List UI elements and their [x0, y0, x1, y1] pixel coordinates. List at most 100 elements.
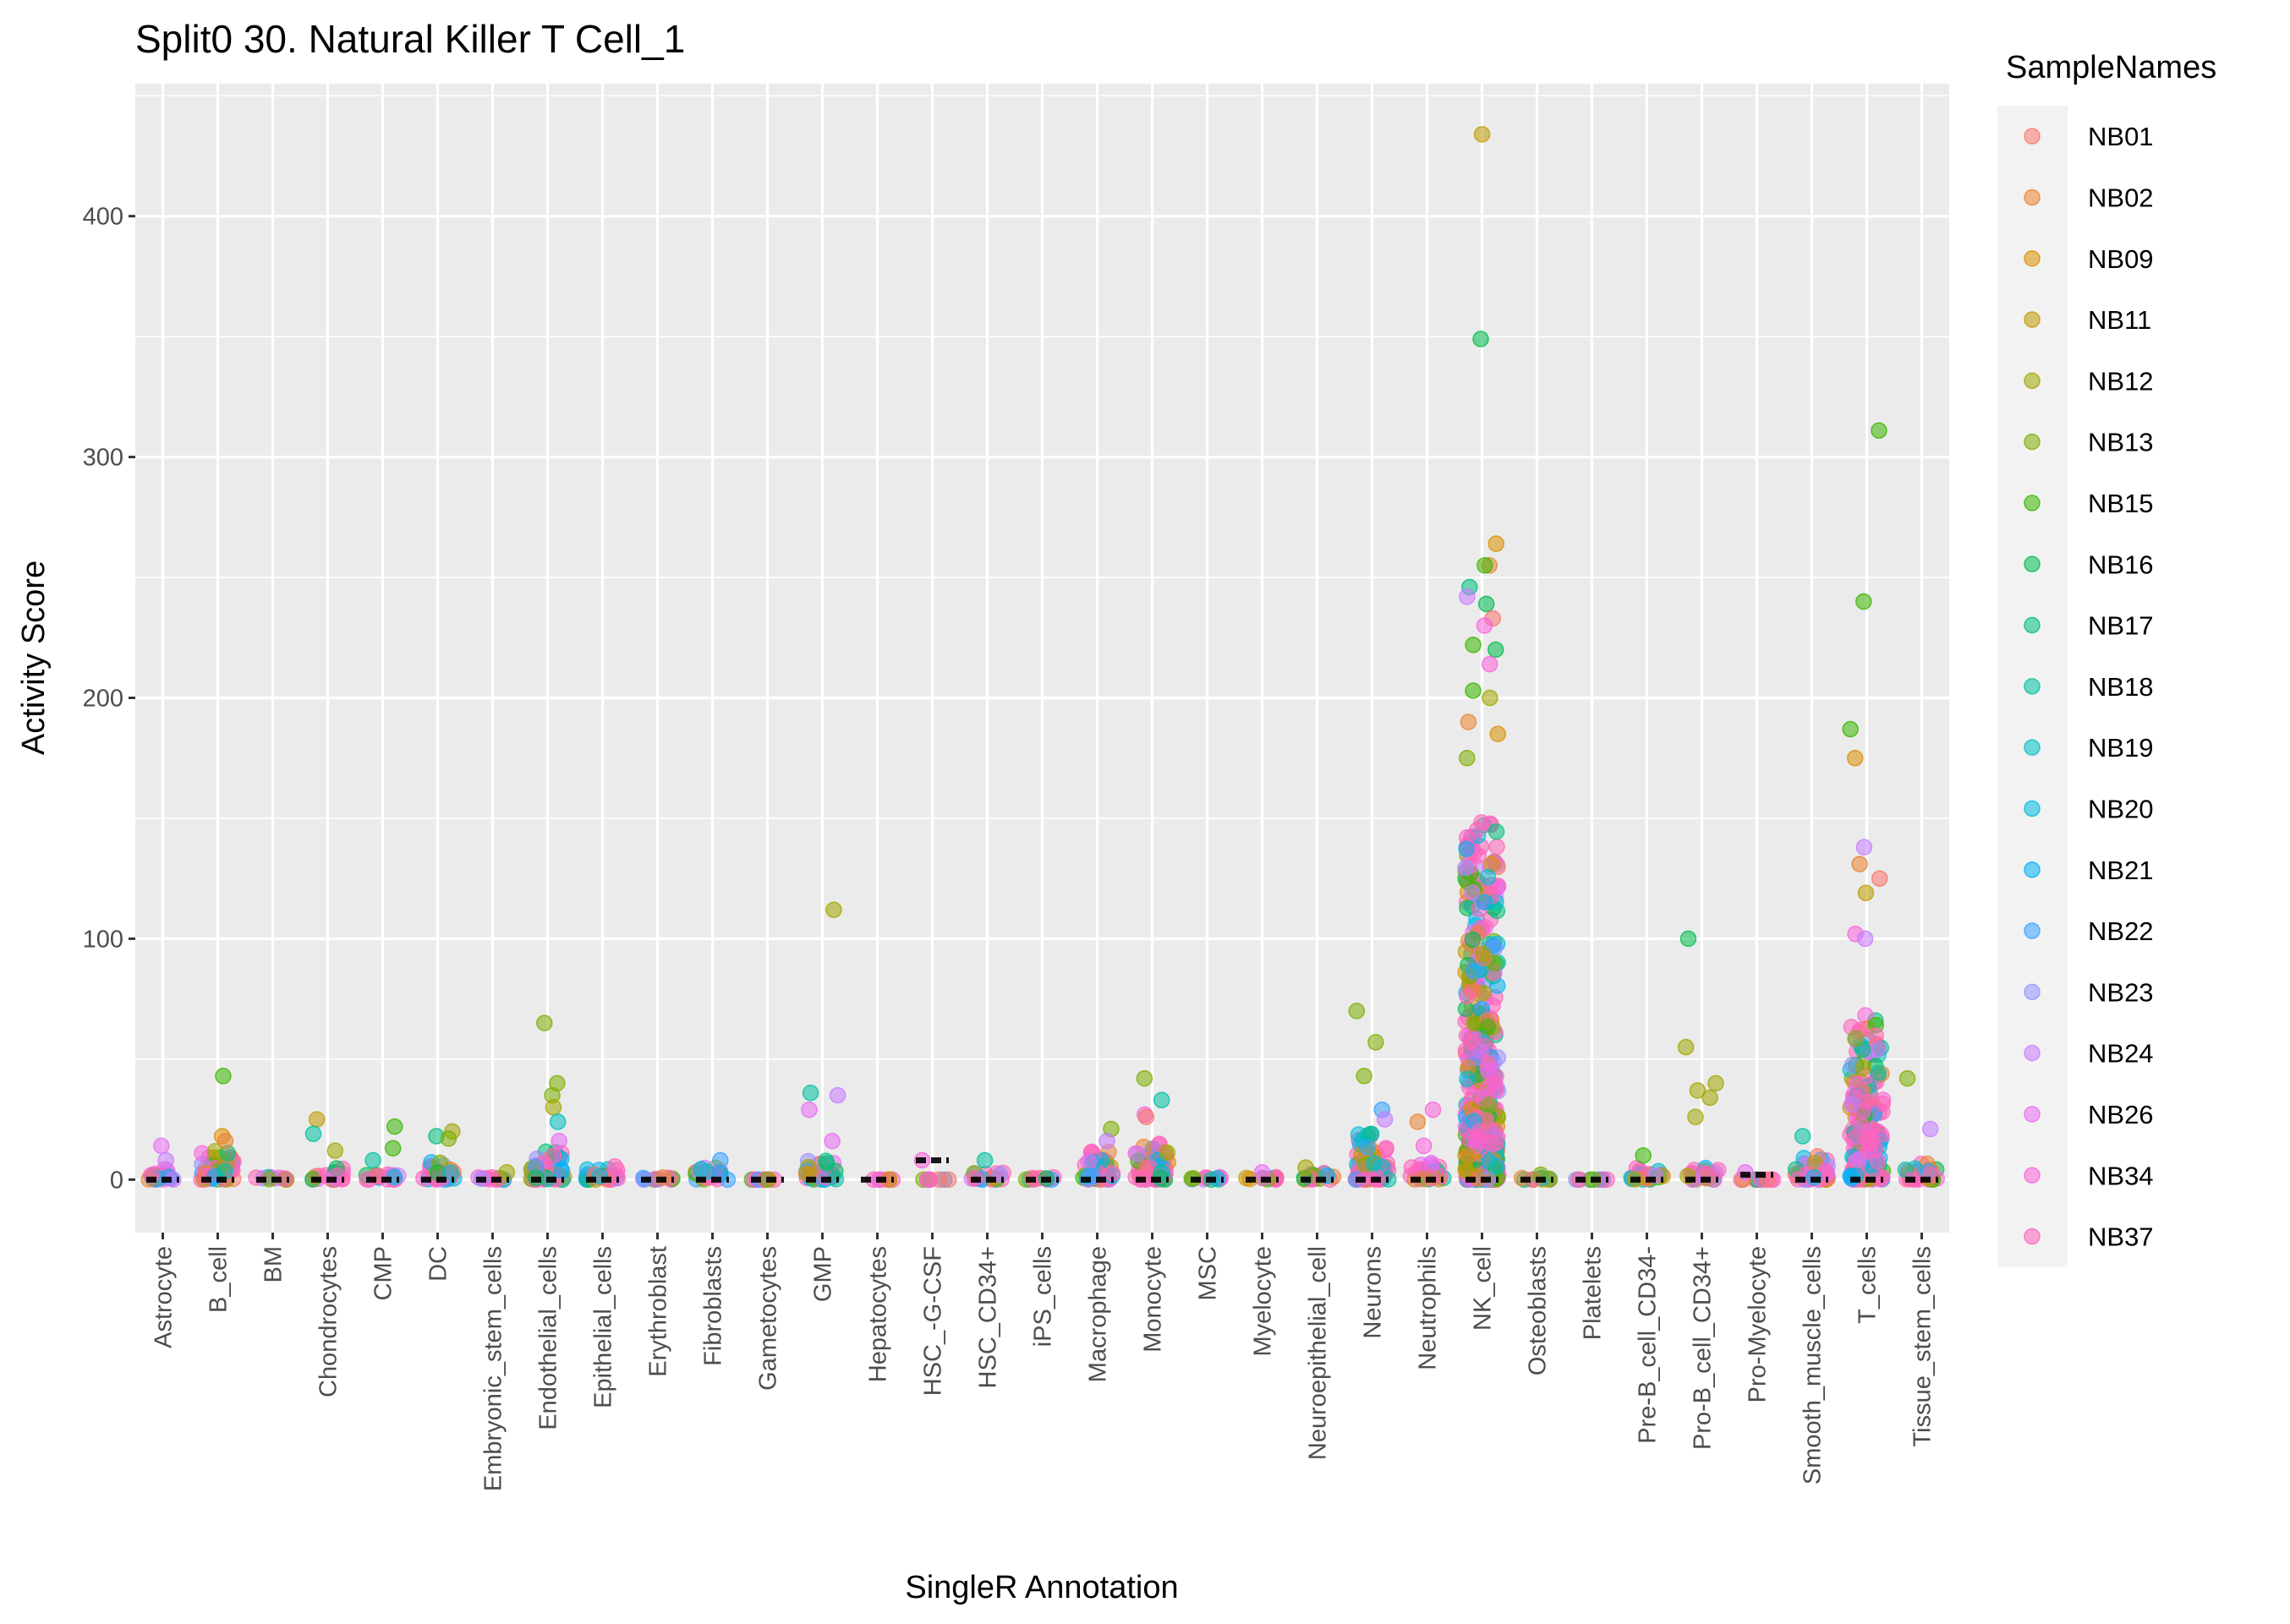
data-point [157, 1151, 174, 1169]
legend-key-NB16 [2024, 555, 2041, 572]
x-tick-label: iPS_cells [1030, 1246, 1057, 1347]
y-tick-label: 100 [83, 926, 123, 953]
x-tick-label: Chondrocytes [315, 1246, 342, 1397]
data-point [1476, 894, 1493, 911]
data-point [1367, 1034, 1384, 1051]
data-point [215, 1068, 232, 1085]
data-point [1488, 838, 1505, 856]
x-tick-label: Platelets [1580, 1246, 1607, 1340]
legend-key-NB22 [2024, 922, 2041, 939]
x-tick-label: HSC_-G-CSF [920, 1246, 947, 1396]
x-tick-label: T_cells [1854, 1246, 1882, 1324]
x-tick-label: Pro-Myelocyte [1745, 1246, 1772, 1403]
x-tick-label: B_cell [205, 1246, 233, 1313]
data-point [1710, 1162, 1727, 1178]
data-point [1297, 1159, 1314, 1176]
data-point [1479, 1061, 1497, 1078]
data-point [364, 1151, 381, 1169]
data-point [308, 1111, 326, 1128]
x-tick-label: Tissue_stem_cells [1909, 1246, 1937, 1446]
data-point [1898, 1069, 1916, 1087]
data-point [1846, 749, 1864, 767]
data-point [1376, 1111, 1394, 1128]
legend-key-NB18 [2024, 678, 2041, 695]
y-tick-label: 300 [83, 445, 123, 472]
data-point [712, 1151, 729, 1169]
legend-label: NB01 [2088, 122, 2154, 151]
x-tick-label: CMP [370, 1246, 397, 1300]
x-tick-label: NK_cell [1470, 1246, 1497, 1331]
x-tick-label: Epithelial_cells [590, 1246, 617, 1408]
legend-label: NB23 [2088, 977, 2154, 1007]
data-point [1867, 1027, 1884, 1044]
data-point [829, 1086, 846, 1104]
median-bars [146, 1157, 1938, 1183]
legend-label: NB02 [2088, 183, 2154, 212]
legend-key-NB23 [2024, 983, 2041, 1001]
data-point [1857, 884, 1875, 902]
data-point [384, 1140, 402, 1157]
data-point [1871, 870, 1888, 887]
x-tick-label: Astrocyte [151, 1246, 178, 1348]
data-point [1489, 725, 1507, 742]
data-point [1677, 1038, 1695, 1056]
x-tick-label: Gametocytes [755, 1246, 782, 1391]
y-axis-title: Activity Score [16, 560, 52, 755]
data-point [1477, 595, 1495, 613]
data-point [1635, 1147, 1652, 1164]
x-tick-label: Endothelial_cells [535, 1246, 562, 1430]
data-point [1460, 714, 1477, 730]
x-tick-label: Erythroblast [645, 1246, 672, 1377]
data-point [1409, 1113, 1427, 1130]
data-point [326, 1142, 344, 1159]
legend-label: NB13 [2088, 428, 2154, 457]
x-tick-label: Neuroepithelial_cell [1305, 1246, 1332, 1460]
data-point [1482, 689, 1498, 707]
data-point [1707, 1074, 1724, 1092]
x-tick-label: HSC_CD34+ [975, 1246, 1002, 1388]
data-point [1359, 1139, 1376, 1156]
data-point [1794, 1128, 1811, 1145]
data-point [1869, 1041, 1887, 1058]
data-point [1487, 1082, 1504, 1099]
data-point [919, 1171, 936, 1189]
data-point [1481, 655, 1498, 673]
data-point [802, 1085, 819, 1102]
data-point [1459, 1070, 1476, 1088]
data-point [1356, 1068, 1372, 1085]
data-point [1842, 720, 1859, 738]
data-point [1854, 1059, 1871, 1077]
data-point [1462, 1033, 1480, 1051]
data-point [1472, 331, 1489, 347]
data-point [1856, 930, 1874, 948]
legend-label: NB26 [2088, 1100, 2154, 1129]
data-point [1465, 637, 1482, 653]
legend-key-NB02 [2024, 189, 2041, 206]
data-point [1484, 1135, 1501, 1153]
x-tick-label: MSC [1195, 1246, 1222, 1300]
data-point [551, 1132, 567, 1150]
data-point [440, 1130, 457, 1147]
legend-key-NB15 [2024, 495, 2041, 511]
data-point [976, 1151, 994, 1169]
x-tick-label: GMP [810, 1246, 837, 1302]
data-point [1458, 840, 1475, 857]
x-axis-title: SingleR Annotation [905, 1570, 1178, 1605]
data-point [1129, 1146, 1147, 1162]
legend-label: NB09 [2088, 244, 2154, 274]
legend-key-NB17 [2024, 616, 2041, 634]
data-point [1476, 557, 1493, 574]
data-point [549, 1113, 567, 1130]
data-point [1476, 617, 1493, 634]
legend-key-NB11 [2024, 311, 2041, 328]
data-point [1874, 1095, 1892, 1113]
legend-key-NB24 [2024, 1044, 2041, 1062]
data-point [1348, 1003, 1366, 1020]
data-point [693, 1161, 709, 1178]
data-point [386, 1118, 403, 1135]
x-axis: Astrocyte B_cell BM Chondrocytes CMP DC Embryo… [151, 1233, 1937, 1491]
data-point [1137, 1108, 1155, 1125]
data-point [1459, 987, 1476, 1005]
data-point [825, 901, 842, 918]
legend-label: NB24 [2088, 1039, 2154, 1069]
